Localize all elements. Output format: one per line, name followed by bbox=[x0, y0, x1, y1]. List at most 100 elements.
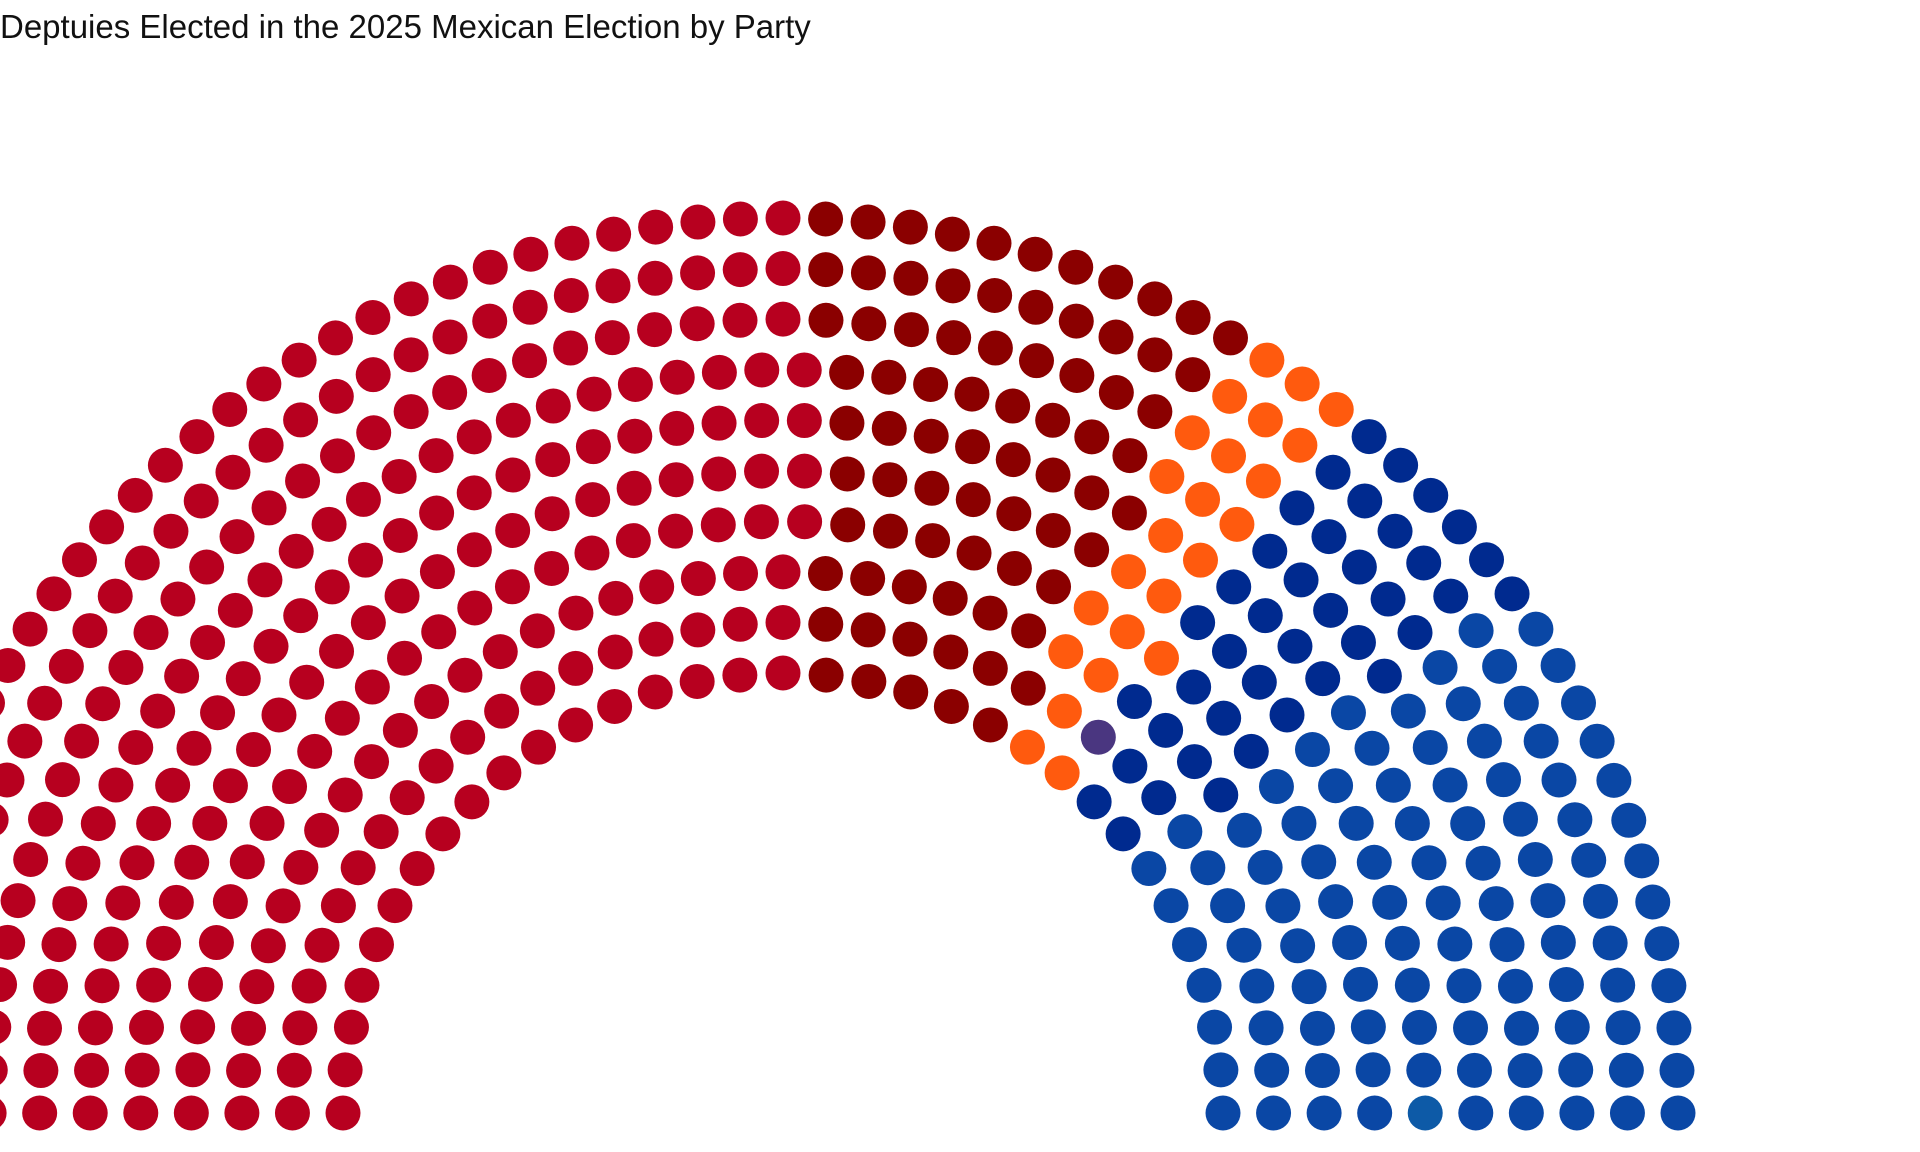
seat-series-0 bbox=[187, 966, 223, 1002]
seat-series-1 bbox=[808, 657, 844, 693]
seat-series-4 bbox=[1351, 419, 1387, 455]
seat-series-5 bbox=[1600, 967, 1636, 1003]
seat-series-1 bbox=[829, 456, 865, 492]
seat-series-0 bbox=[765, 655, 801, 691]
seat-series-0 bbox=[281, 342, 317, 378]
seat-series-5 bbox=[1167, 814, 1203, 850]
seat-series-0 bbox=[765, 200, 801, 236]
seat-series-5 bbox=[1659, 1052, 1695, 1088]
seat-series-1 bbox=[1018, 289, 1054, 325]
seat-series-0 bbox=[36, 576, 72, 612]
seat-series-4 bbox=[1433, 578, 1469, 614]
seat-series-3 bbox=[1080, 719, 1116, 755]
seat-series-1 bbox=[850, 204, 886, 240]
seat-series-2 bbox=[1245, 463, 1281, 499]
seat-series-5 bbox=[1356, 844, 1392, 880]
seat-series-0 bbox=[7, 723, 43, 759]
seat-series-4 bbox=[1176, 669, 1212, 705]
seat-series-1 bbox=[808, 201, 844, 237]
seat-series-5 bbox=[1318, 884, 1354, 920]
seat-series-2 bbox=[1249, 342, 1285, 378]
seat-series-1 bbox=[1137, 394, 1173, 430]
seat-series-5 bbox=[1226, 812, 1262, 848]
seat-series-0 bbox=[617, 366, 653, 402]
seat-series-1 bbox=[1074, 532, 1110, 568]
seat-series-5 bbox=[1437, 926, 1473, 962]
seat-series-0 bbox=[173, 1095, 209, 1131]
seat-series-0 bbox=[575, 482, 611, 518]
seat-series-0 bbox=[659, 410, 695, 446]
seat-series-5 bbox=[1557, 802, 1593, 838]
seat-series-0 bbox=[494, 569, 530, 605]
seat-series-5 bbox=[1478, 886, 1514, 922]
seat-series-0 bbox=[247, 562, 283, 598]
seat-series-5 bbox=[1466, 723, 1502, 759]
seat-series-1 bbox=[933, 634, 969, 670]
seat-series-0 bbox=[12, 611, 48, 647]
seat-series-0 bbox=[118, 729, 154, 765]
seat-series-2 bbox=[1083, 657, 1119, 693]
seat-series-0 bbox=[155, 767, 191, 803]
seat-series-0 bbox=[0, 967, 18, 1003]
seat-series-2 bbox=[1111, 554, 1147, 590]
seat-series-0 bbox=[174, 844, 210, 880]
seat-series-2 bbox=[1149, 458, 1185, 494]
seat-series-5 bbox=[1357, 1095, 1393, 1131]
seat-series-1 bbox=[892, 621, 928, 657]
seat-series-5 bbox=[1425, 885, 1461, 921]
seat-series-1 bbox=[996, 550, 1032, 586]
seat-series-0 bbox=[64, 723, 100, 759]
seat-series-5 bbox=[1197, 1009, 1233, 1045]
seat-series-4 bbox=[1105, 816, 1141, 852]
seat-series-0 bbox=[27, 685, 63, 721]
seat-series-0 bbox=[236, 732, 272, 768]
seat-series-0 bbox=[190, 624, 226, 660]
seat-series-1 bbox=[955, 482, 991, 518]
seat-series-1 bbox=[1058, 303, 1094, 339]
seat-series-0 bbox=[419, 554, 455, 590]
seat-series-0 bbox=[304, 927, 340, 963]
seat-series-5 bbox=[1517, 842, 1553, 878]
seat-series-0 bbox=[456, 475, 492, 511]
seat-series-5 bbox=[1330, 695, 1366, 731]
seat-series-1 bbox=[1098, 264, 1134, 300]
seat-series-5 bbox=[1518, 611, 1554, 647]
seat-series-0 bbox=[283, 598, 319, 634]
seat-series-0 bbox=[513, 236, 549, 272]
seat-series-5 bbox=[1205, 1095, 1241, 1131]
seat-series-2 bbox=[1284, 366, 1320, 402]
seat-series-0 bbox=[419, 495, 455, 531]
seat-series-0 bbox=[680, 255, 716, 291]
seat-series-0 bbox=[77, 1010, 113, 1046]
seat-series-0 bbox=[108, 649, 144, 685]
seat-series-0 bbox=[344, 967, 380, 1003]
seat-series-4 bbox=[1247, 598, 1283, 634]
seat-series-1 bbox=[851, 663, 887, 699]
seat-series-1 bbox=[830, 507, 866, 543]
seat-series-1 bbox=[1074, 475, 1110, 511]
seat-series-4 bbox=[1347, 483, 1383, 519]
seat-series-1 bbox=[915, 523, 951, 559]
seat-series-0 bbox=[744, 352, 780, 388]
seat-series-4 bbox=[1366, 658, 1402, 694]
seat-series-0 bbox=[381, 458, 417, 494]
seat-series-1 bbox=[851, 306, 887, 342]
seat-series-5 bbox=[1548, 967, 1584, 1003]
seat-series-5 bbox=[1210, 888, 1246, 924]
seat-series-5 bbox=[1453, 1010, 1489, 1046]
seat-series-5 bbox=[1394, 967, 1430, 1003]
seat-series-0 bbox=[519, 613, 555, 649]
seat-series-0 bbox=[250, 928, 286, 964]
seat-series-0 bbox=[176, 730, 212, 766]
seat-series-0 bbox=[80, 806, 116, 842]
seat-series-0 bbox=[617, 418, 653, 454]
seat-series-1 bbox=[1058, 249, 1094, 285]
seat-series-2 bbox=[1174, 415, 1210, 451]
seat-series-0 bbox=[249, 805, 285, 841]
seat-series-0 bbox=[553, 330, 589, 366]
seat-series-0 bbox=[217, 592, 253, 628]
seat-series-5 bbox=[1172, 927, 1208, 963]
seat-series-5 bbox=[1644, 926, 1680, 962]
seat-series-1 bbox=[1010, 670, 1046, 706]
seat-series-4 bbox=[1269, 697, 1305, 733]
